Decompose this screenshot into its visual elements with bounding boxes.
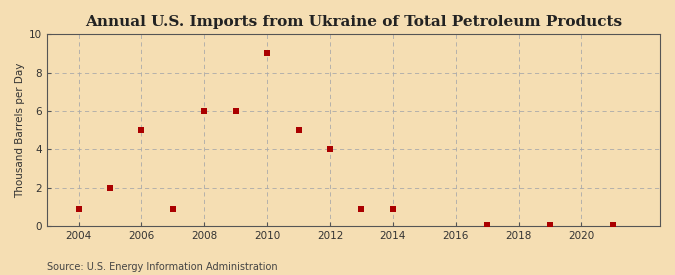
Y-axis label: Thousand Barrels per Day: Thousand Barrels per Day [15, 62, 25, 198]
Point [199, 109, 210, 113]
Point [73, 207, 84, 211]
Point [325, 147, 335, 152]
Title: Annual U.S. Imports from Ukraine of Total Petroleum Products: Annual U.S. Imports from Ukraine of Tota… [85, 15, 622, 29]
Point [482, 223, 493, 227]
Point [262, 51, 273, 56]
Point [293, 128, 304, 132]
Point [136, 128, 147, 132]
Point [230, 109, 241, 113]
Point [608, 223, 618, 227]
Point [356, 207, 367, 211]
Text: Source: U.S. Energy Information Administration: Source: U.S. Energy Information Administ… [47, 262, 278, 272]
Point [167, 207, 178, 211]
Point [105, 185, 115, 190]
Point [387, 207, 398, 211]
Point [545, 223, 556, 227]
